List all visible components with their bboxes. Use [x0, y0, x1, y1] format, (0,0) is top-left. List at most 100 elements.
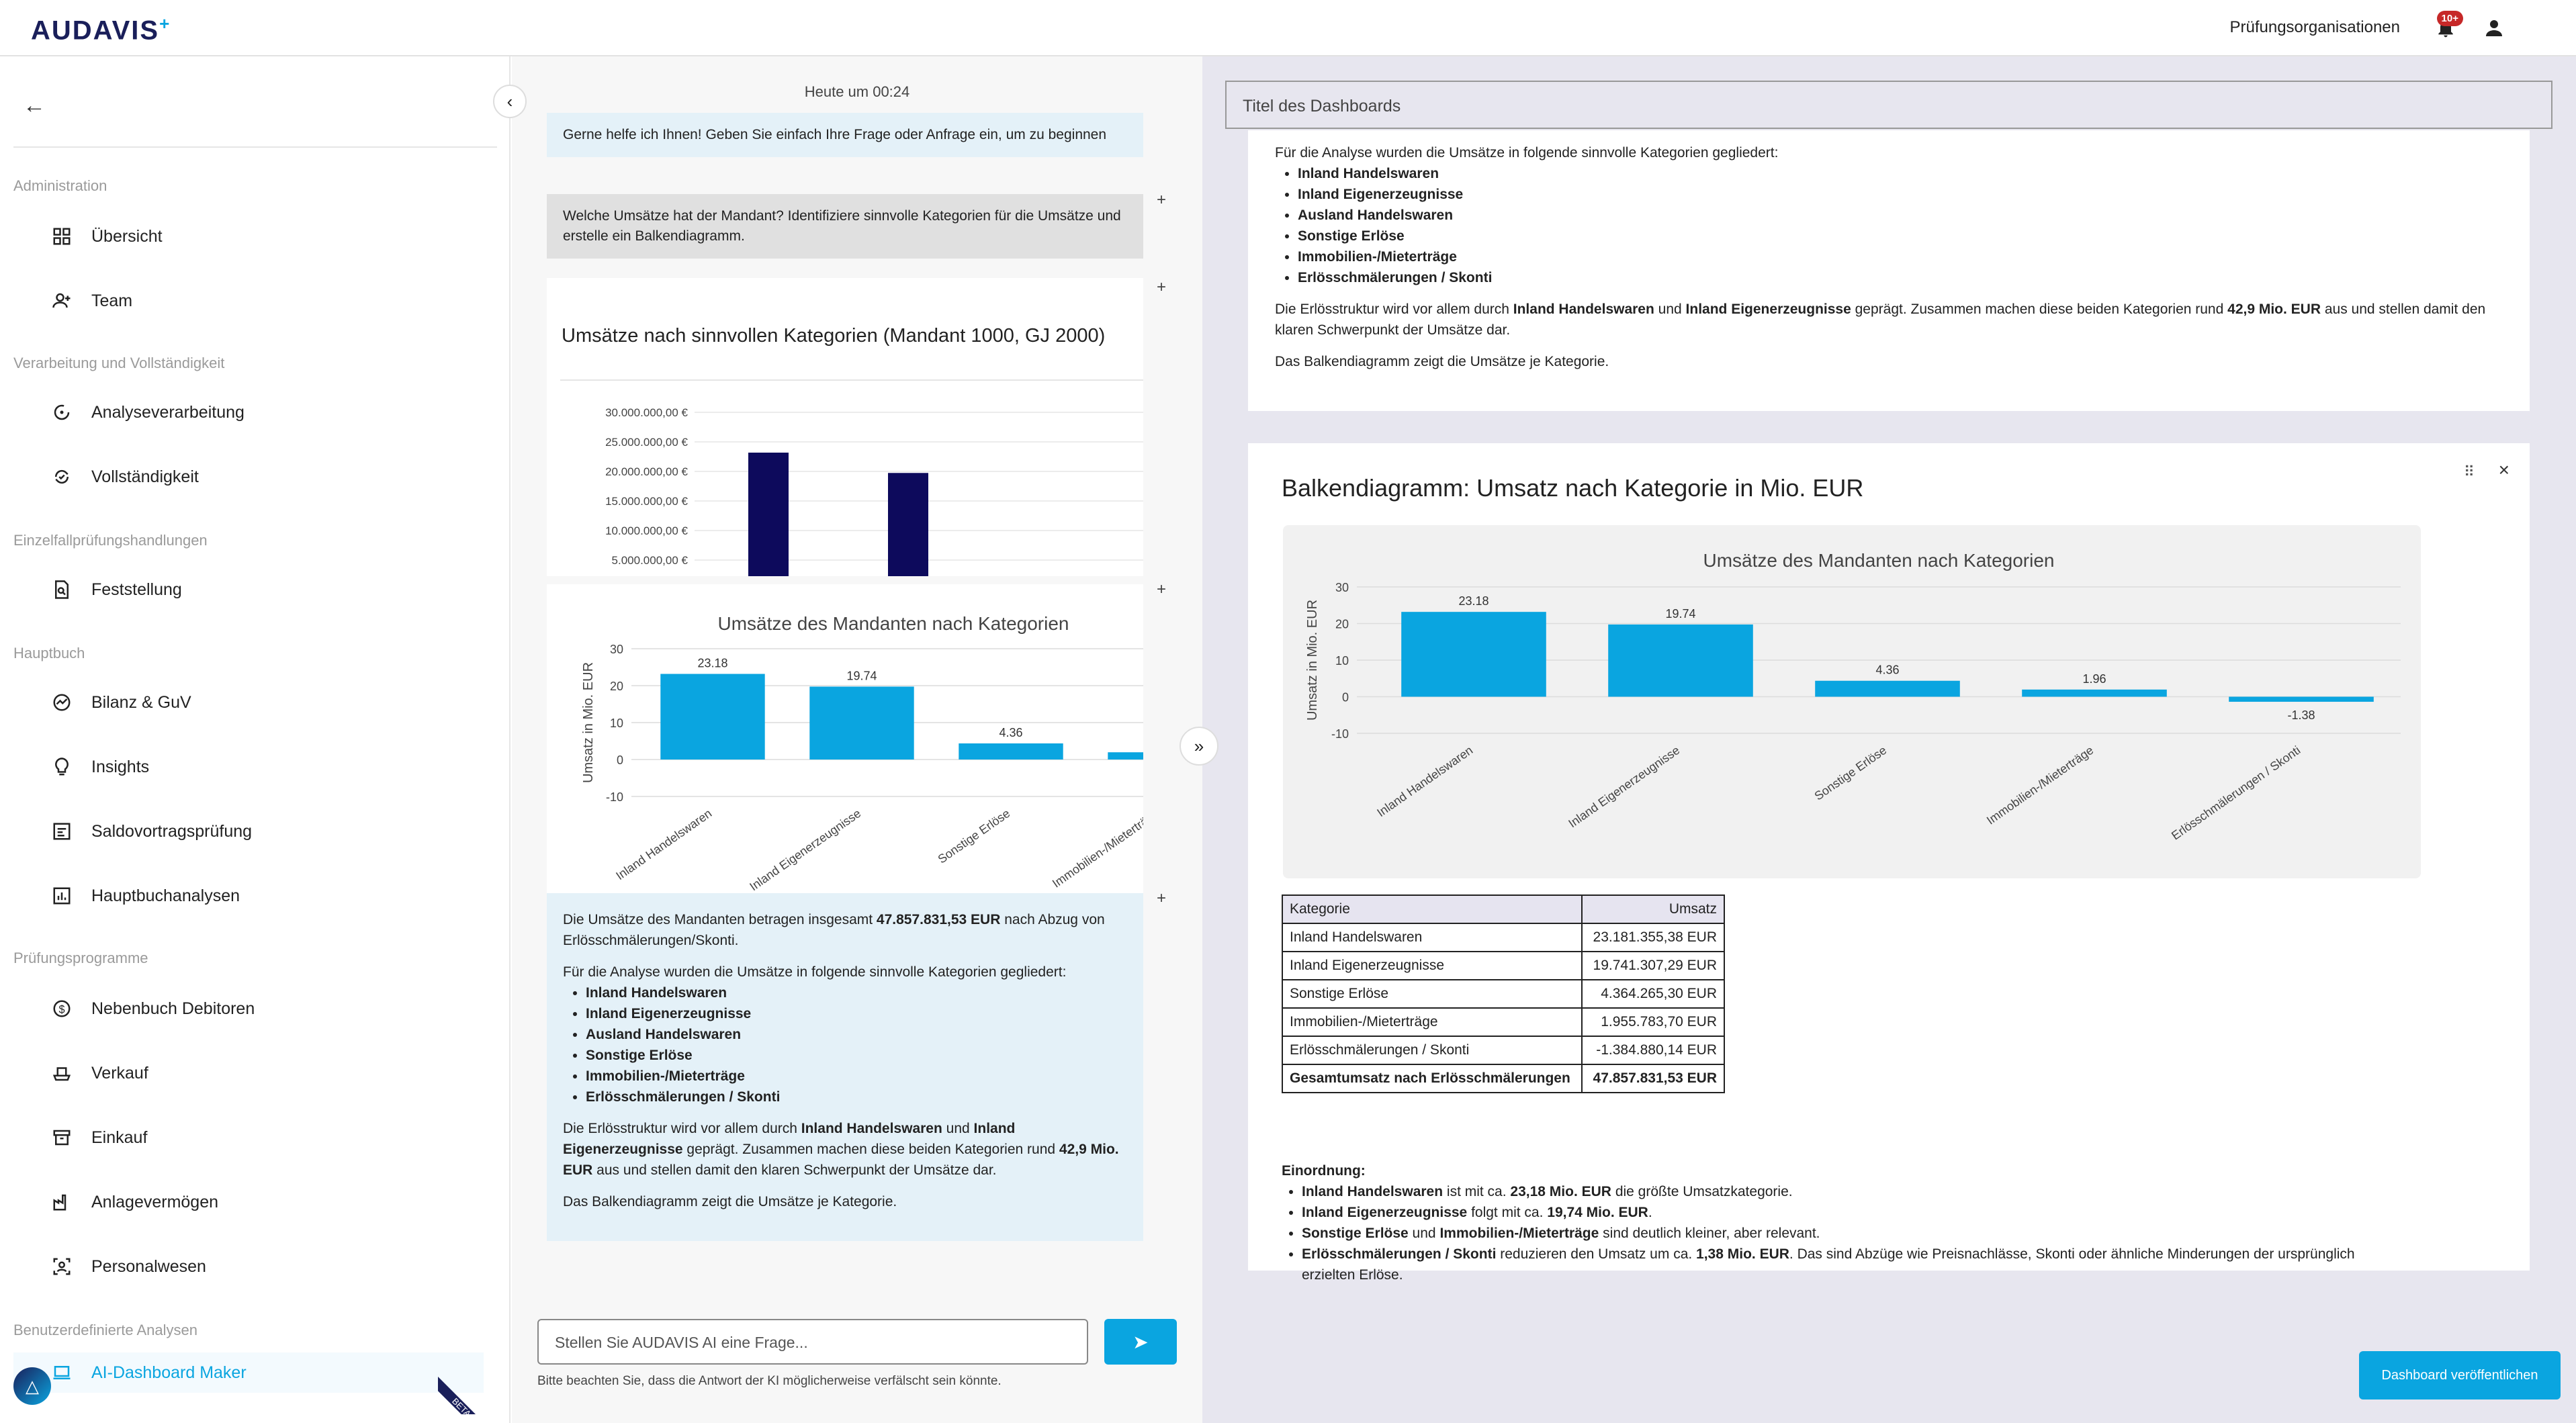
table-row: Sonstige Erlöse 4.364.265,30 EUR — [1282, 979, 1725, 1009]
x-tick-label: Inland Handelswaren — [613, 807, 714, 882]
factory-icon — [50, 1190, 74, 1214]
bar-chart-icon — [50, 884, 74, 908]
section-hauptbuch: Hauptbuch — [13, 645, 85, 661]
section-benutzerdefiniert: Benutzerdefinierte Analysen — [13, 1322, 197, 1338]
audavis-logo[interactable]: AUDAVIS+ — [31, 13, 171, 46]
text: 1,38 Mio. EUR — [1696, 1246, 1789, 1262]
collapse-sidebar-icon[interactable]: ‹ — [493, 85, 527, 118]
sidebar-item-analyseverarbeitung[interactable]: Analyseverarbeitung — [50, 392, 245, 432]
einordnung-list: Inland Handelswaren ist mit ca. 23,18 Mi… — [1302, 1181, 2397, 1285]
chat-input[interactable]: Stellen Sie AUDAVIS AI eine Frage... — [537, 1319, 1088, 1365]
chart-container: 30 20 10 0 -10 Umsätze des Mandanten nach Kat… — [1283, 525, 2421, 878]
data-label: 4.36 — [999, 726, 1022, 739]
section-verarbeitung: Verarbeitung und Vollständigkeit — [13, 355, 225, 371]
ai-assistant-icon[interactable]: △ — [13, 1367, 51, 1405]
dashboard-chart-widget: ⠿ × Balkendiagramm: Umsatz nach Kategori… — [1248, 443, 2530, 1283]
table-row: Inland Handelswaren 23.181.355,38 EUR — [1282, 923, 1725, 952]
dollar-icon: $ — [50, 997, 74, 1021]
text: Die Erlösstruktur wird vor allem durch — [563, 1121, 801, 1136]
sidebar-item-uebersicht[interactable]: Übersicht — [50, 216, 163, 257]
section-pruefungsprogramme: Prüfungsprogramme — [13, 950, 148, 966]
ship-icon — [50, 1061, 74, 1085]
y-tick-label: 30 — [1335, 581, 1349, 594]
user-message: Welche Umsätze hat der Mandant? Identifi… — [547, 194, 1143, 259]
sidebar-item-label: Einkauf — [91, 1128, 148, 1147]
revenue-table: Kategorie Umsatz Inland Handelswaren 23.18… — [1282, 894, 1725, 1093]
summary-paragraph-4: Das Balkendiagramm zeigt die Umsätze je … — [563, 1194, 897, 1209]
add-to-dashboard-icon[interactable]: + — [1157, 191, 1167, 209]
x-tick-label: Erlösschmälerungen / Skonti — [2169, 743, 2303, 843]
sidebar-item-bilanz-guv[interactable]: Bilanz & GuV — [50, 682, 191, 723]
sidebar-item-anlagevermoegen[interactable]: Anlagevermögen — [50, 1182, 218, 1222]
text: Inland Handelswaren — [1513, 302, 1654, 317]
sidebar-item-feststellung[interactable]: Feststellung — [50, 569, 182, 610]
dashboard-title-input[interactable]: Titel des Dashboards — [1225, 81, 2552, 129]
x-tick-label: Immobilien-/Mieterträge — [1050, 807, 1143, 890]
sidebar-item-insights[interactable]: Insights — [50, 747, 149, 787]
sidebar-item-nebenbuch-debitoren[interactable]: $ Nebenbuch Debitoren — [50, 989, 255, 1029]
category-name: Ausland Handelswaren — [1298, 208, 1454, 223]
checklist-icon — [50, 819, 74, 843]
sidebar-item-label: Team — [91, 291, 133, 310]
text: und — [942, 1121, 974, 1136]
sidebar-item-hauptbuchanalysen[interactable]: Hauptbuchanalysen — [50, 876, 240, 916]
document-search-icon — [50, 578, 74, 602]
add-to-dashboard-icon[interactable]: + — [1157, 580, 1167, 598]
user-icon[interactable] — [2482, 16, 2506, 40]
table-row: Erlösschmälerungen / Skonti -1.384.880,14… — [1282, 1036, 1725, 1065]
category-name: Erlösschmälerungen / Skonti — [586, 1089, 781, 1105]
list-item: Sonstige Erlöse — [586, 1045, 1127, 1066]
y-tick-label: -10 — [606, 790, 623, 804]
sidebar-item-personalwesen[interactable]: Personalwesen — [50, 1246, 206, 1287]
text: Inland Eigenerzeugnisse — [1302, 1205, 1468, 1220]
sidebar-item-label: Vollständigkeit — [91, 467, 199, 486]
text: geprägt. Zusammen machen diese beiden Ka… — [682, 1142, 1059, 1157]
sidebar-item-verkauf[interactable]: Verkauf — [50, 1053, 148, 1093]
org-button[interactable]: Prüfungsorganisationen — [2229, 18, 2400, 36]
data-label: 4.36 — [1875, 663, 1899, 677]
chat-panel: Heute um 00:24 Gerne helfe ich Ihnen! Ge… — [512, 56, 1202, 1423]
publish-dashboard-button[interactable]: Dashboard veröffentlichen — [2359, 1351, 2561, 1399]
text: Das Balkendiagramm zeigt die Umsätze je … — [1275, 354, 1609, 369]
add-to-dashboard-icon[interactable]: + — [1157, 278, 1167, 296]
category-name: Sonstige Erlöse — [586, 1048, 693, 1063]
text: und — [1408, 1226, 1440, 1241]
x-tick-label: Sonstige Erlöse — [1812, 743, 1890, 803]
sidebar-item-ai-dashboard-maker[interactable]: AI-Dashboard Maker — [13, 1352, 484, 1393]
sidebar-item-label: Anlagevermögen — [91, 1192, 219, 1211]
table-cell: 4.364.265,30 EUR — [1581, 979, 1725, 1009]
table-cell: Inland Handelswaren — [1282, 923, 1583, 952]
sidebar-item-vollstaendigkeit[interactable]: Vollständigkeit — [50, 457, 199, 497]
person-focus-icon — [50, 1254, 74, 1279]
text: folgt mit ca. — [1467, 1205, 1548, 1220]
y-tick-label: 10 — [1335, 654, 1349, 668]
list-item: Immobilien-/Mieterträge — [1298, 246, 2503, 267]
data-label: 19.74 — [846, 669, 877, 682]
beta-label: BETA — [438, 1375, 485, 1414]
chart-euro-bars: 30.000.000,00 € 25.000.000,00 € 20.000.000… — [560, 379, 1143, 576]
drag-handle-icon[interactable]: ⠿ — [2463, 463, 2475, 480]
sidebar-item-team[interactable]: Team — [50, 281, 132, 321]
sidebar-item-saldovortragspruefung[interactable]: Saldovortragsprüfung — [50, 811, 252, 852]
list-item: Inland Handelswaren — [586, 982, 1127, 1003]
text: sind deutlich kleiner, aber relevant. — [1599, 1226, 1820, 1241]
y-tick-label: 0 — [1342, 691, 1349, 704]
list-item: Ausland Handelswaren — [1298, 205, 2503, 226]
dashboard-text-widget: Für die Analyse wurden die Umsätze in fo… — [1248, 130, 2530, 411]
dashboard-canvas: Titel des Dashboards Für die Analyse wur… — [1202, 56, 2576, 1423]
close-icon[interactable]: × — [2498, 459, 2510, 480]
text: Die Erlösstruktur wird vor allem durch — [1275, 302, 1513, 317]
sidebar-item-einkauf[interactable]: Einkauf — [50, 1117, 147, 1158]
add-to-dashboard-icon[interactable]: + — [1157, 889, 1167, 907]
data-label: 1.96 — [2082, 672, 2106, 686]
text: Für die Analyse wurden die Umsätze in fo… — [1275, 145, 1779, 160]
expand-chat-icon[interactable]: » — [1180, 727, 1218, 766]
send-button[interactable]: ➤ — [1104, 1319, 1177, 1365]
bar — [2229, 696, 2374, 702]
sidebar-item-label: Feststellung — [91, 580, 182, 599]
sidebar-item-label: Übersicht — [91, 226, 163, 246]
table-cell: 19.741.307,29 EUR — [1581, 951, 1725, 980]
back-arrow-icon[interactable]: ← — [23, 93, 46, 118]
einordnung-section: Einordnung: Inland Handelswaren ist mit … — [1282, 1160, 2397, 1285]
text: aus und stellen damit den klaren Schwerp… — [1275, 302, 2486, 338]
